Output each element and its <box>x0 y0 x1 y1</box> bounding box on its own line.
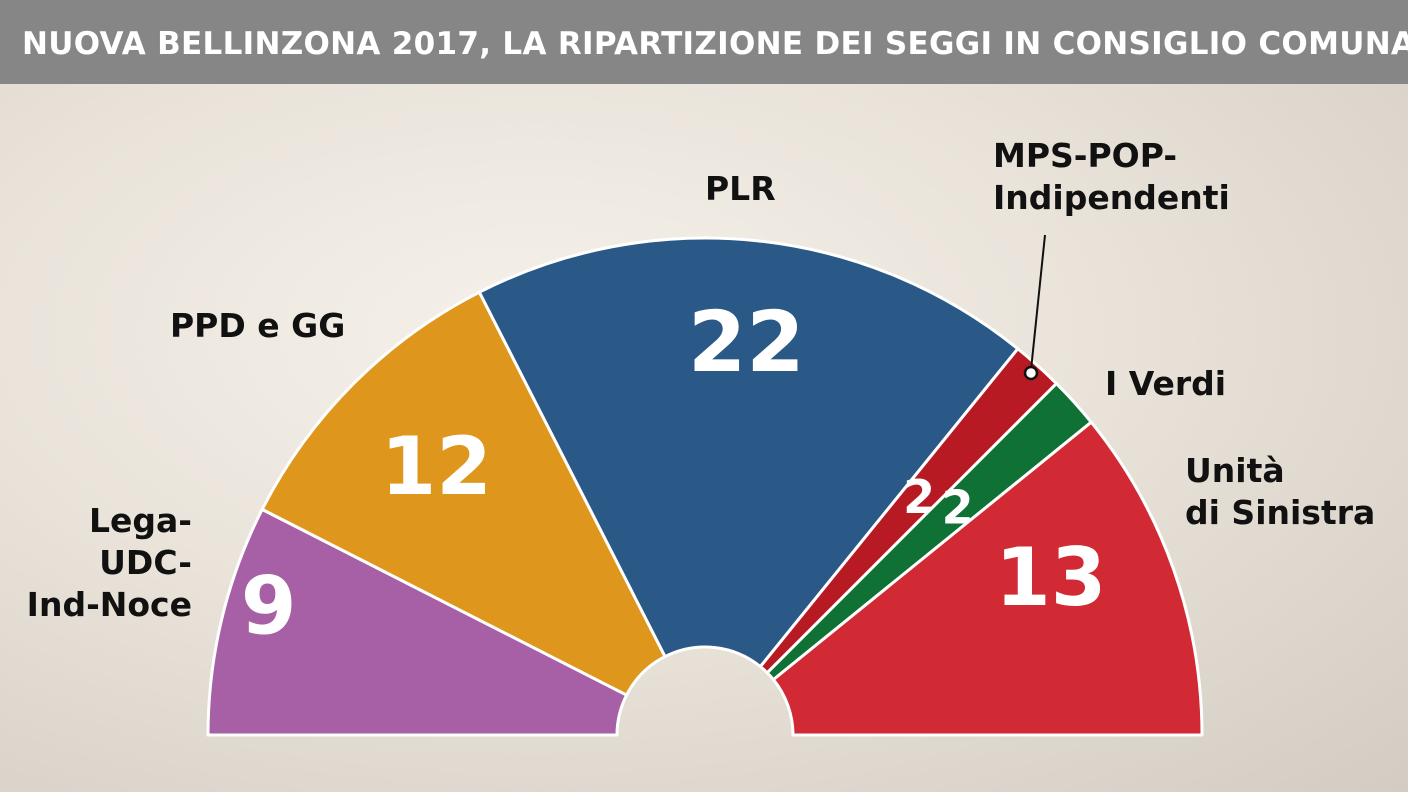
party-label-line: Unità <box>1185 451 1285 490</box>
party-label-lega-udc-ind-noce: Lega- UDC- Ind-Noce <box>20 500 192 626</box>
party-label-ppd-e-gg: PPD e GG <box>170 305 370 347</box>
party-label-plr: PLR <box>705 168 825 210</box>
seat-segment-lega-udc-ind-noce <box>206 507 629 737</box>
leader-line-mps-pop <box>1030 234 1046 371</box>
party-label-line: Indipendenti <box>993 178 1230 217</box>
party-label-line: PLR <box>705 169 776 208</box>
party-label-line: di Sinistra <box>1185 493 1376 532</box>
seat-segment-unita-di-sinistra <box>771 420 1204 737</box>
title-bar: NUOVA BELLINZONA 2017, LA RIPARTIZIONE D… <box>0 0 1408 84</box>
chart-title: NUOVA BELLINZONA 2017, LA RIPARTIZIONE D… <box>22 26 1408 62</box>
party-label-i-verdi: I Verdi <box>1105 363 1265 405</box>
seat-segment-ppd-e-gg <box>260 290 667 697</box>
party-label-line: UDC- <box>99 543 192 582</box>
party-label-mps-pop-indipendenti: MPS-POP- Indipendenti <box>993 135 1253 219</box>
seat-value-unita-di-sinistra: 13 <box>995 531 1106 624</box>
party-label-line: PPD e GG <box>170 306 346 345</box>
party-label-line: Lega- <box>89 501 192 540</box>
seat-value-ppd-e-gg: 12 <box>381 420 492 513</box>
seat-segment-plr <box>477 236 1020 669</box>
party-label-unita-di-sinistra: Unità di Sinistra <box>1185 450 1395 534</box>
party-label-line: Ind-Noce <box>26 585 192 624</box>
leader-dot-mps-pop <box>1023 365 1039 381</box>
party-label-line: MPS-POP- <box>993 136 1178 175</box>
seat-value-plr: 22 <box>688 293 805 391</box>
party-label-line: I Verdi <box>1105 364 1227 403</box>
seat-value-lega-udc-ind-noce: 9 <box>241 559 297 652</box>
